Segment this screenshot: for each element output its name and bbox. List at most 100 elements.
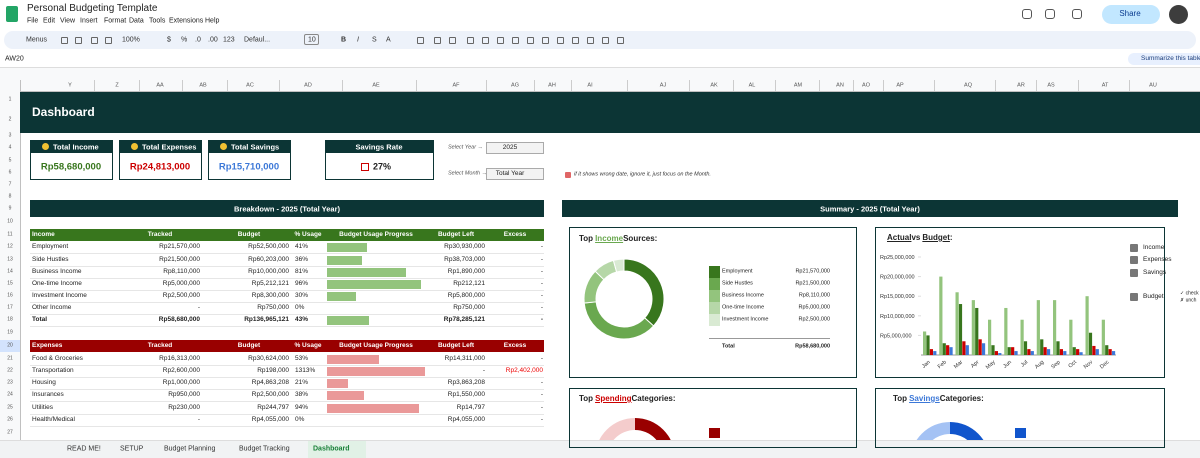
toolbar-icon[interactable] bbox=[572, 37, 579, 44]
toolbar-icon[interactable] bbox=[587, 37, 594, 44]
toolbar-icon[interactable] bbox=[75, 37, 82, 44]
table-cell-excess: - bbox=[540, 255, 543, 263]
header-icon[interactable] bbox=[1045, 9, 1055, 19]
toolbar-icon[interactable] bbox=[61, 37, 68, 44]
summarize-chip[interactable] bbox=[1128, 53, 1200, 65]
summarize-table[interactable]: Summarize this table bbox=[1141, 54, 1200, 62]
bar bbox=[942, 343, 946, 355]
bar bbox=[1023, 341, 1028, 355]
filter-dropdown[interactable] bbox=[486, 168, 544, 180]
bar bbox=[1020, 319, 1024, 355]
row-header: 1 bbox=[8, 96, 12, 103]
progress-track bbox=[327, 416, 425, 425]
row-line bbox=[30, 389, 544, 390]
toolbar-icon[interactable] bbox=[557, 37, 564, 44]
row-header: 18 bbox=[7, 316, 13, 323]
table-cell-budget: Rp5,212,121 bbox=[251, 279, 289, 287]
sheet-tab[interactable]: SETUP bbox=[120, 445, 144, 453]
toolbar-icon[interactable] bbox=[482, 37, 489, 44]
sheet-tab[interactable]: READ ME! bbox=[67, 445, 101, 453]
legend-checkbox[interactable] bbox=[1130, 256, 1138, 264]
toolbar-font[interactable]: Defaul... bbox=[244, 36, 271, 44]
toolbar-italic[interactable]: I bbox=[357, 36, 359, 44]
toolbar-percent[interactable]: % bbox=[181, 36, 188, 44]
row-header: 2 bbox=[8, 116, 12, 123]
toolbar-icon[interactable] bbox=[527, 37, 534, 44]
toolbar-dec-decrease[interactable]: .0 bbox=[195, 36, 201, 44]
toolbar-icon[interactable] bbox=[467, 37, 474, 44]
progress-track bbox=[327, 316, 425, 325]
column-separator bbox=[1078, 80, 1079, 91]
toolbar-dec-increase[interactable]: .00 bbox=[208, 36, 218, 44]
menu-item[interactable]: Data bbox=[129, 17, 144, 25]
toolbar-strike[interactable]: S bbox=[372, 36, 377, 44]
x-tick-label: Dec bbox=[1099, 359, 1111, 370]
x-tick-label: Nov bbox=[1083, 359, 1095, 370]
header-icon[interactable] bbox=[1022, 9, 1032, 19]
app-icon[interactable] bbox=[6, 6, 18, 22]
toolbar-zoom[interactable]: 100% bbox=[122, 36, 140, 44]
table-cell-budget: Rp4,863,208 bbox=[251, 378, 289, 386]
font-size-box[interactable] bbox=[304, 34, 319, 45]
toolbar-currency[interactable]: $ bbox=[167, 36, 171, 44]
menu-item[interactable]: Insert bbox=[80, 17, 98, 25]
progress-bar bbox=[327, 256, 363, 265]
bar bbox=[1036, 300, 1040, 355]
toolbar-icon[interactable] bbox=[434, 37, 441, 44]
column-separator bbox=[1036, 80, 1037, 91]
toolbar-icon[interactable] bbox=[449, 37, 456, 44]
filter-value[interactable]: Total Year bbox=[495, 169, 525, 177]
toolbar-icon[interactable] bbox=[617, 37, 624, 44]
table-cell-usage: 41% bbox=[295, 242, 309, 250]
row-header: 15 bbox=[7, 280, 13, 287]
legend-checkbox[interactable] bbox=[1130, 293, 1138, 301]
toolbar-icon[interactable] bbox=[602, 37, 609, 44]
sheet-tab[interactable]: Dashboard bbox=[313, 445, 350, 453]
menu-item[interactable]: File bbox=[27, 17, 39, 25]
row-header: 16 bbox=[7, 292, 13, 299]
table-cell-excess: - bbox=[540, 303, 543, 311]
toolbar-icon[interactable] bbox=[417, 37, 424, 44]
filter-value[interactable]: 2025 bbox=[502, 143, 518, 151]
toolbar-bold[interactable]: B bbox=[341, 36, 347, 44]
x-tick-label: Jan bbox=[921, 359, 932, 369]
menu-item[interactable]: Tools bbox=[149, 17, 166, 25]
summary-band bbox=[562, 200, 1178, 217]
sheet-tab[interactable]: Budget Tracking bbox=[239, 445, 290, 453]
toolbar-format[interactable]: 123 bbox=[223, 36, 235, 44]
share-label[interactable]: Share bbox=[1119, 9, 1141, 18]
menu-item[interactable]: Help bbox=[205, 17, 220, 25]
share-button[interactable] bbox=[1102, 5, 1160, 24]
toolbar-icon[interactable] bbox=[105, 37, 112, 44]
avatar[interactable] bbox=[1169, 5, 1188, 24]
menu-item[interactable]: View bbox=[60, 17, 76, 25]
x-tick-label: Feb bbox=[937, 359, 948, 370]
menu-item[interactable]: Extensions bbox=[169, 17, 204, 25]
progress-track bbox=[327, 355, 425, 364]
row-line bbox=[30, 266, 544, 267]
toolbar-icon[interactable] bbox=[497, 37, 504, 44]
table-cell-tracked: Rp21,570,000 bbox=[159, 242, 200, 250]
menu-item[interactable]: Format bbox=[104, 17, 127, 25]
toolbar-icon[interactable] bbox=[512, 37, 519, 44]
filter-dropdown[interactable] bbox=[486, 142, 544, 154]
toolbar-search[interactable]: Menus bbox=[26, 36, 48, 44]
sheet-tab[interactable]: Budget Planning bbox=[164, 445, 216, 453]
table-cell-tracked: Rp21,500,000 bbox=[159, 255, 200, 263]
toolbar-font-size[interactable]: 10 bbox=[308, 36, 316, 44]
legend-checkbox[interactable] bbox=[1130, 244, 1138, 252]
column-header: AE bbox=[372, 82, 380, 89]
table-cell-usage: 81% bbox=[295, 267, 309, 275]
menu-item[interactable]: Edit bbox=[43, 17, 56, 25]
toolbar-icon[interactable] bbox=[91, 37, 98, 44]
legend-checkbox[interactable] bbox=[1130, 269, 1138, 277]
table-cell-left: Rp30,930,000 bbox=[444, 242, 485, 250]
toolbar-text-color[interactable]: A bbox=[386, 36, 391, 44]
header-icon[interactable] bbox=[1072, 9, 1082, 19]
legend-extra: ✓ check bbox=[1180, 290, 1199, 297]
toolbar-icon[interactable] bbox=[542, 37, 549, 44]
income-donut bbox=[583, 258, 665, 340]
kpi-value: Rp24,813,000 bbox=[129, 161, 191, 173]
table-cell-usage: 30% bbox=[295, 291, 309, 299]
